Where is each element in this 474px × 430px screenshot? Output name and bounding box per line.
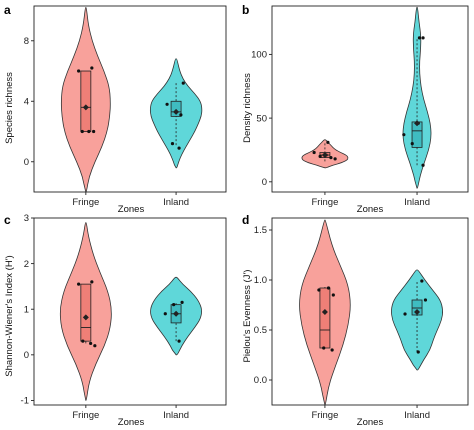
data-point [312,150,316,155]
data-point [421,36,425,40]
data-point [420,279,424,283]
data-point [416,350,420,354]
box-fringe [319,287,331,349]
panel-c-xlabel: Zones [118,417,145,428]
data-point [77,282,81,286]
panel-b-xlabel: Zones [357,204,384,215]
y-tick-label: 1.0 [254,275,267,286]
data-point [330,348,334,352]
panel-a-xlabel: Zones [118,204,145,215]
x-tick-label-inland: Inland [163,197,189,208]
x-tick-label-fringe: Fringe [311,197,338,208]
data-point [181,81,185,85]
x-tick-label-inland: Inland [404,410,430,421]
data-point [177,146,181,150]
data-point [417,36,422,40]
x-tick-label-inland: Inland [404,197,430,208]
data-point [93,344,97,348]
panel-a: a Species richness Zones 0 4 8 Fringe Inland [4,3,227,215]
panel-c-plot: -1 0 1 2 3 Fringe Inland [21,213,227,421]
panel-b-letter: b [242,3,249,17]
mean-marker-inland [173,108,180,115]
y-tick-label: 50 [256,113,267,124]
data-point [90,66,94,70]
panel-b-plot: 0 50 100 Fringe Inland [251,5,469,208]
panel-a-letter: a [4,3,11,17]
x-tick-label-fringe: Fringe [72,410,99,421]
data-point [322,346,326,350]
panel-a-plot: 0 4 8 Fringe Inland [24,5,227,208]
data-point [92,129,96,134]
data-point [410,141,414,146]
panel-d-letter: d [242,213,249,227]
panel-a-ylabel: Species richness [4,72,15,144]
data-point [180,300,184,304]
data-point [80,129,84,134]
y-tick-label: 0.0 [254,375,267,386]
panel-c-ylabel: Shannon-Wiener's Index (H') [4,255,15,376]
mean-marker-fringe [321,309,328,315]
data-point [81,339,85,343]
data-point [87,129,91,134]
y-tick-label: 4 [24,96,29,107]
mean-marker-fringe [321,152,328,159]
data-point [333,157,337,161]
data-point [179,113,183,117]
panel-d-xlabel: Zones [357,417,384,428]
x-tick-label-inland: Inland [163,410,189,421]
plot-frame [33,5,227,193]
data-point [326,286,331,290]
mean-marker-fringe [82,314,89,321]
y-tick-label: 0.5 [254,325,267,336]
data-point [421,163,425,167]
data-point [317,288,321,292]
box-fringe [80,70,92,132]
data-point [326,140,330,144]
data-point [172,303,176,307]
panel-d-ylabel: Pielou's Evenness (J') [242,270,253,363]
data-point [170,142,175,146]
panel-c-letter: c [4,213,11,227]
y-tick-label: -1 [21,396,29,407]
violin-inland [402,6,432,189]
data-point [90,280,94,284]
data-point [402,133,406,137]
panel-b-ylabel: Density richness [242,73,253,143]
y-tick-label: 3 [24,213,29,224]
data-point [403,312,407,316]
x-tick-label-fringe: Fringe [72,197,99,208]
panel-c: c Shannon-Wiener's Index (H') Zones -1 0 1… [4,213,227,428]
y-tick-label: 8 [24,36,29,47]
y-tick-label: 0 [24,157,29,168]
data-point [165,102,169,106]
y-tick-label: 0 [262,177,267,188]
panel-b: b Density richness Zones 0 50 100 Fringe Inl… [242,3,469,215]
mean-marker-fringe [82,104,89,111]
data-point [177,339,181,343]
box-inland [170,100,182,117]
box-fringe [80,283,92,342]
y-tick-label: 2 [24,259,29,270]
y-tick-label: 100 [251,50,267,61]
data-point [423,298,428,302]
data-point [329,156,333,160]
plot-frame [271,5,469,193]
data-point [331,293,335,297]
y-tick-label: 0 [24,350,29,361]
panel-d: d Pielou's Evenness (J') Zones 0.0 0.5 1.0… [242,213,469,428]
data-point [163,312,167,316]
mean-marker-inland [173,310,180,317]
y-tick-label: 1 [24,304,29,315]
data-point [77,69,81,73]
y-tick-label: 1.5 [254,225,267,236]
mean-marker-inland [414,309,421,315]
data-point [89,341,93,346]
x-tick-label-fringe: Fringe [311,410,338,421]
plot-frame [271,217,469,406]
data-point [318,154,322,158]
mean-marker-inland [414,120,421,127]
panel-d-plot: 0.0 0.5 1.0 1.5 Fringe Inland [254,217,469,421]
plot-frame [33,217,227,406]
